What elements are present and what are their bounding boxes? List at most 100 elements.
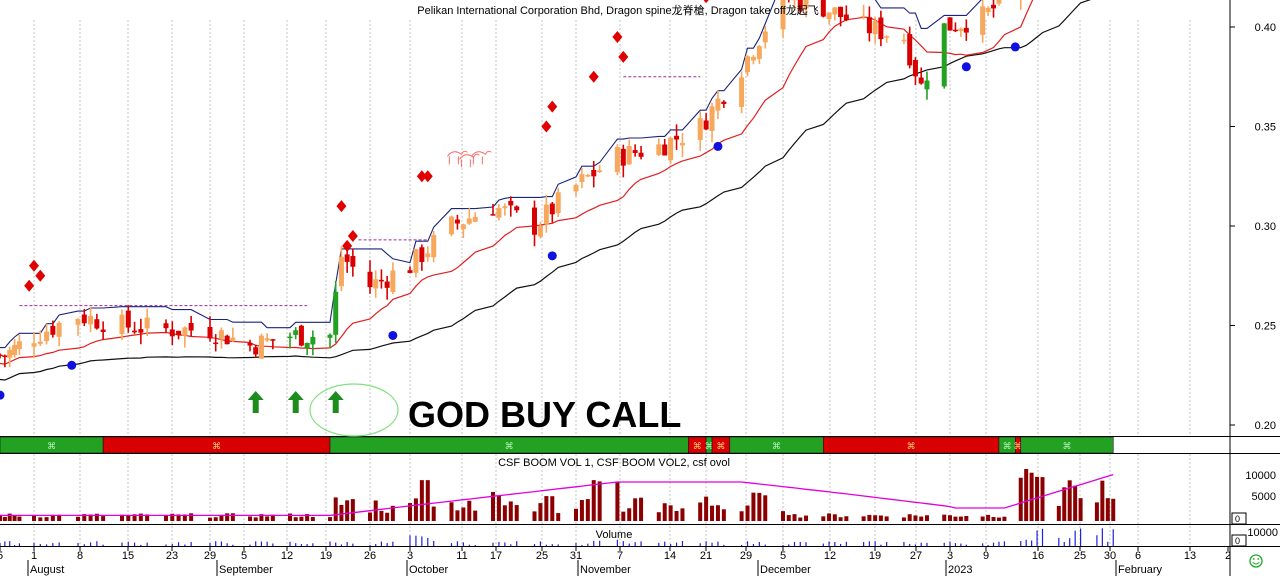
volume-bar: [1036, 531, 1037, 546]
csf-bar: [844, 516, 848, 521]
csf-bar: [592, 480, 596, 521]
csf-bar: [420, 480, 424, 521]
x-day-label: 1: [31, 550, 37, 562]
trend-glyph: ⌘: [212, 441, 221, 451]
csf-bar: [663, 503, 667, 521]
csf-bar: [793, 514, 797, 521]
csf-bar: [627, 508, 631, 521]
volume-bar: [221, 541, 222, 546]
volume-bar: [599, 541, 600, 546]
volume-bar: [640, 541, 641, 546]
volume-bar: [289, 542, 290, 546]
candle-body: [739, 77, 744, 107]
x-month-label: December: [760, 564, 811, 576]
volume-bar: [215, 541, 216, 546]
csf-title: CSF BOOM VOL 1, CSF BOOM VOL2, csf ovol: [498, 457, 730, 469]
volume-bar: [805, 542, 806, 546]
volume-bar: [960, 544, 961, 546]
volume-bar: [227, 543, 228, 546]
candle-body: [721, 102, 726, 104]
volume-bar: [982, 543, 983, 546]
candle-body: [138, 329, 143, 333]
volume-bar: [926, 543, 927, 546]
volume-bar: [469, 545, 470, 546]
volume-bar: [1096, 535, 1097, 546]
volume-bar: [670, 544, 671, 546]
volume-bar: [492, 543, 493, 546]
volume-bar: [249, 545, 250, 546]
volume-bar: [510, 544, 511, 546]
candle-body: [710, 106, 715, 131]
candle-body: [373, 279, 378, 288]
candle-body: [299, 326, 304, 346]
candle-body: [339, 257, 344, 286]
x-day-label: 2: [1225, 550, 1231, 562]
candle-body: [270, 339, 275, 341]
volume-bar: [19, 543, 20, 546]
csf-bar: [1002, 517, 1006, 521]
candle-body: [751, 57, 756, 61]
csf-bar: [164, 516, 168, 521]
candle-body: [182, 327, 187, 335]
volume-bar: [949, 541, 950, 546]
x-day-label: 16: [1032, 550, 1044, 562]
volume-bar: [335, 543, 336, 546]
candle-body: [942, 23, 947, 86]
csf-bar: [254, 517, 258, 521]
volume-bar: [46, 544, 47, 546]
csf-bar: [740, 511, 744, 521]
candle-body: [924, 81, 929, 90]
volume-bar: [255, 541, 256, 546]
volume-bar: [295, 543, 296, 546]
csf-bar: [839, 517, 843, 521]
csf-bar: [879, 515, 883, 521]
csf-bar: [873, 515, 877, 521]
candle-body: [259, 336, 264, 359]
buy-dot: [1011, 42, 1020, 51]
volume-bar: [534, 544, 535, 546]
csf-bar: [8, 514, 12, 521]
y-tick-label: 0.40: [1255, 22, 1276, 34]
csf-bar: [959, 517, 963, 521]
candle-body: [884, 36, 889, 38]
volume-bar: [846, 542, 847, 546]
volume-bar: [267, 542, 268, 546]
candle-body: [919, 78, 924, 84]
volume-bar: [1004, 541, 1005, 546]
volume-bar: [759, 542, 760, 546]
csf-bar: [787, 515, 791, 521]
candle-body: [176, 331, 181, 335]
candle-body: [757, 46, 762, 59]
volume-tick-label: 0: [1235, 536, 1240, 546]
volume-bar: [1113, 529, 1114, 546]
volume-bar: [676, 543, 677, 546]
candle-body: [861, 16, 866, 18]
candle-body: [467, 219, 472, 224]
volume-bar: [463, 542, 464, 546]
volume-bar: [134, 543, 135, 546]
csf-bar: [1073, 486, 1077, 521]
volume-bar: [4, 541, 5, 546]
y-tick-label: 0.35: [1255, 122, 1276, 134]
csf-tick-label: 10000: [1245, 470, 1276, 482]
candle-body: [449, 217, 454, 235]
candle-body: [225, 336, 230, 344]
csf-bar: [913, 515, 917, 521]
volume-bar: [1031, 541, 1032, 546]
csf-bar: [1111, 499, 1115, 521]
candle-body: [550, 204, 555, 215]
candle-body: [425, 253, 430, 257]
volume-bar: [966, 545, 967, 546]
csf-bar: [544, 496, 548, 521]
volume-bar: [788, 544, 789, 546]
candle-body: [508, 201, 513, 206]
candle-body: [948, 17, 953, 30]
x-day-label: 15: [122, 550, 134, 562]
volume-bar: [944, 543, 945, 546]
candle-body: [253, 347, 258, 354]
candle-body: [82, 315, 87, 324]
volume-bar: [261, 542, 262, 546]
candle-body: [878, 18, 883, 40]
x-day-label: 13: [1184, 550, 1196, 562]
csf-bar: [214, 517, 218, 521]
